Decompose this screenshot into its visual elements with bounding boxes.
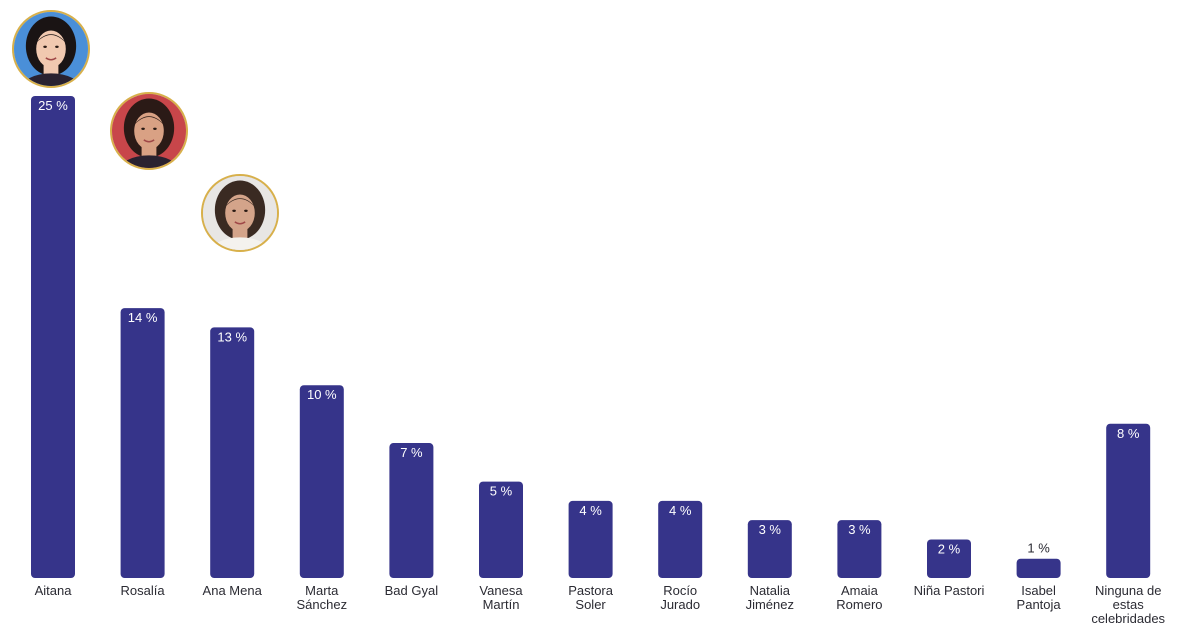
value-label-3: 10 %	[307, 387, 337, 402]
portrait-icon	[111, 94, 186, 168]
category-label-line: Rosalía	[120, 583, 165, 598]
bar-12	[1106, 423, 1151, 578]
category-label-12: Ninguna de estas celebridades	[1078, 584, 1178, 626]
bar-10	[927, 539, 971, 578]
portrait-icon	[14, 12, 88, 86]
category-label-line: Rocío	[663, 583, 698, 598]
value-label-5: 5 %	[490, 484, 513, 499]
category-label-line: Romero	[836, 597, 883, 612]
value-label-7: 4 %	[669, 503, 692, 518]
category-label-10: Niña Pastori	[899, 584, 999, 598]
category-label-4: Bad Gyal	[361, 584, 461, 598]
avatar-ana-mena	[201, 174, 280, 252]
bar-2	[210, 327, 255, 578]
category-label-line: Natalia	[749, 583, 791, 598]
category-label-5: Vanesa Martín	[451, 584, 551, 612]
value-label-4: 7 %	[400, 445, 423, 460]
category-label-line: celebridades	[1091, 611, 1166, 626]
category-label-line: Isabel	[1021, 583, 1056, 598]
category-label-1: Rosalía	[93, 584, 193, 598]
value-label-1: 14 %	[128, 310, 158, 325]
category-label-line: Soler	[575, 597, 606, 612]
bar-7	[658, 500, 703, 578]
category-label-line: Pastora	[568, 583, 613, 598]
category-label-line: Amaia	[840, 583, 878, 598]
category-label-line: Aitana	[34, 583, 72, 598]
category-label-line: Ana Mena	[202, 583, 262, 598]
category-label-line: Sánchez	[296, 597, 348, 612]
bar-11	[1016, 558, 1061, 578]
value-label-12: 8 %	[1117, 426, 1140, 441]
category-label-line: Bad Gyal	[384, 583, 439, 598]
value-label-9: 3 %	[848, 522, 871, 537]
bar-3	[299, 385, 344, 578]
bar-0	[31, 96, 75, 578]
category-label-line: Pantoja	[1016, 597, 1061, 612]
value-label-10: 2 %	[938, 541, 961, 556]
category-label-line: estas	[1112, 597, 1144, 612]
avatar-aitana	[12, 10, 90, 88]
portrait-icon	[203, 176, 278, 250]
bar-8	[747, 520, 792, 578]
value-label-11: 1 %	[1027, 541, 1050, 556]
category-label-6: Pastora Soler	[541, 584, 641, 612]
category-label-11: Isabel Pantoja	[989, 584, 1089, 612]
category-label-2: Ana Mena	[182, 584, 282, 598]
bar-1	[120, 308, 165, 578]
category-label-0: Aitana	[3, 584, 103, 598]
category-label-3: Marta Sánchez	[272, 584, 372, 612]
category-label-line: Jurado	[660, 597, 701, 612]
category-label-line: Niña Pastori	[913, 583, 985, 598]
category-label-line: Ninguna de	[1094, 583, 1162, 598]
bar-4	[389, 443, 434, 578]
bar-5	[479, 481, 523, 578]
category-label-line: Vanesa	[479, 583, 523, 598]
value-label-8: 3 %	[759, 522, 782, 537]
bar-9	[837, 520, 882, 578]
category-label-line: Marta	[305, 583, 339, 598]
avatar-rosalia	[109, 92, 188, 170]
category-label-line: Martín	[482, 597, 520, 612]
bar-6	[568, 500, 613, 578]
category-label-8: Natalia Jiménez	[720, 584, 820, 612]
value-label-2: 13 %	[217, 329, 247, 344]
category-label-line: Jiménez	[745, 597, 794, 612]
category-label-9: Amaia Romero	[809, 584, 909, 612]
value-label-6: 4 %	[579, 503, 602, 518]
category-label-7: Rocío Jurado	[630, 584, 730, 612]
value-label-0: 25 %	[38, 98, 68, 113]
